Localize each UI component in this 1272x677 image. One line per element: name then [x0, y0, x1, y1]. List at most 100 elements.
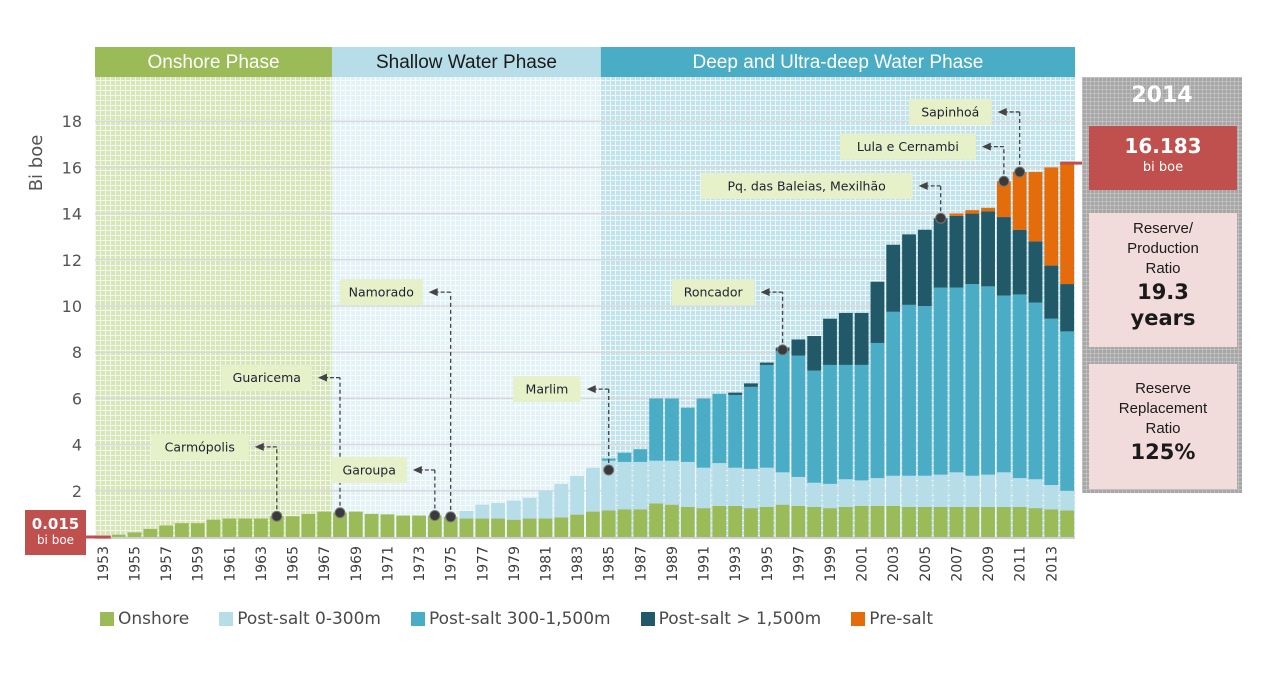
bar-segment: [838, 364, 853, 480]
bar-segment: [633, 509, 648, 537]
bar-segment: [649, 398, 664, 461]
bar-segment: [775, 351, 790, 473]
annotation-label: Carmópolis: [165, 439, 235, 454]
bar-segment: [996, 472, 1011, 507]
bar-segment: [127, 532, 142, 537]
bar-segment: [933, 218, 948, 288]
x-tick-label: 1965: [286, 546, 302, 582]
bar-segment: [333, 512, 347, 537]
bar-segment: [269, 516, 284, 537]
bar-segment: [427, 515, 442, 537]
y-tick-label: 12: [62, 251, 82, 270]
bar-segment: [680, 506, 695, 537]
rp-value: 19.3: [1137, 280, 1189, 304]
bar-segment: [775, 504, 790, 537]
bar-segment: [348, 511, 363, 537]
annotation-label: Marlim: [526, 382, 569, 397]
bar-segment: [917, 306, 932, 476]
phase-label: Deep and Ultra-deep Water Phase: [693, 52, 984, 73]
bar-segment: [949, 215, 964, 288]
bar-segment: [712, 393, 727, 464]
annotation: Garoupa: [331, 457, 441, 522]
bar-segment: [570, 514, 584, 537]
bar-segment: [412, 515, 426, 537]
bar-segment: [917, 229, 932, 306]
legend-item: Post-salt 300-1,500m: [411, 609, 611, 629]
bar-segment: [665, 504, 679, 537]
bar-segment: [1044, 318, 1059, 486]
annotation-box: [221, 364, 312, 391]
x-tick-label: 1971: [380, 546, 396, 582]
bar-segment: [238, 518, 253, 537]
bar-segment: [696, 508, 711, 537]
bar-segment: [1028, 241, 1043, 303]
x-tick-label: 1985: [602, 546, 618, 582]
bar-segment: [854, 505, 869, 537]
reserve-replacement-ratio-box: Reserve Replacement Ratio 125%: [1089, 364, 1237, 489]
bar-segment: [965, 475, 980, 507]
annotation: Lula e Cernambi: [839, 133, 1010, 187]
rr-value: 125%: [1130, 440, 1196, 464]
bar-segment: [364, 513, 379, 537]
x-tick-label: 2011: [1013, 546, 1029, 582]
bar-segment: [1060, 163, 1074, 285]
arrow-icon: [318, 373, 327, 382]
bar-segment: [870, 478, 885, 506]
bar-segment: [617, 461, 632, 510]
phase-header: [95, 47, 333, 77]
arrow-icon: [981, 142, 991, 151]
x-tick-label: 1983: [570, 546, 586, 582]
bar-segment: [696, 398, 711, 468]
x-tick-label: 1977: [475, 546, 491, 582]
bar-segment: [586, 467, 600, 512]
annotation-box: [513, 376, 581, 403]
bar-segment: [222, 518, 237, 537]
bar-segment: [854, 364, 869, 481]
annotation-label: Lula e Cernambi: [857, 139, 959, 154]
bar-segment: [190, 523, 205, 537]
x-tick-label: 1959: [191, 546, 207, 582]
bar-segment: [159, 525, 174, 537]
legend-label: Onshore: [118, 609, 190, 629]
bar-segment: [586, 511, 600, 537]
bar-segment: [1012, 478, 1027, 507]
x-tick-label: 2009: [981, 546, 997, 582]
rp-label-line: Ratio: [1145, 260, 1181, 277]
x-tick-label: 1973: [412, 546, 428, 582]
legend-swatch: [640, 612, 655, 626]
annotation-box: [671, 279, 755, 306]
annotation: Carmópolis: [150, 433, 283, 522]
legend: Onshore Post-salt 0-300m Post-salt 300-1,5…: [100, 609, 963, 629]
phase-header: [332, 47, 601, 77]
bar-segment: [823, 318, 837, 365]
bar-segment: [601, 510, 616, 537]
marker-point: [998, 175, 1010, 187]
bar-segment: [696, 467, 711, 509]
bar-segment: [949, 472, 964, 507]
annotation-box: [150, 433, 249, 460]
x-tick-label: 1975: [444, 546, 460, 582]
bar-segment: [854, 480, 869, 506]
side-panel-2014: 2014 16.183 bi boe Reserve/ Production R…: [1082, 77, 1242, 493]
marker-point: [935, 212, 947, 224]
x-tick-label: 1955: [128, 546, 144, 582]
bar-segment: [506, 519, 521, 537]
bar-segment: [996, 217, 1011, 296]
y-tick-label: 6: [72, 389, 82, 408]
bar-segment: [1044, 265, 1059, 319]
legend-item: Onshore: [100, 609, 189, 629]
bar-segment: [649, 460, 664, 504]
marker-point: [603, 464, 615, 476]
bar-segment: [1044, 485, 1059, 510]
legend-swatch: [851, 612, 866, 626]
total-reserves-unit: bi boe: [1142, 160, 1184, 175]
bar-segment: [680, 407, 695, 462]
annotation-box: [700, 172, 913, 199]
bar-segment: [823, 508, 837, 537]
bar-segment: [206, 519, 221, 537]
x-tick-label: 1989: [665, 546, 681, 582]
bar-segment: [902, 475, 916, 507]
y-axis-label: Bi boe: [26, 135, 47, 192]
x-tick-label: 1997: [791, 546, 807, 582]
x-axis: 1953 1955 1957 1959 1961 1963 1965 1967 1969 1971…: [96, 546, 1060, 582]
